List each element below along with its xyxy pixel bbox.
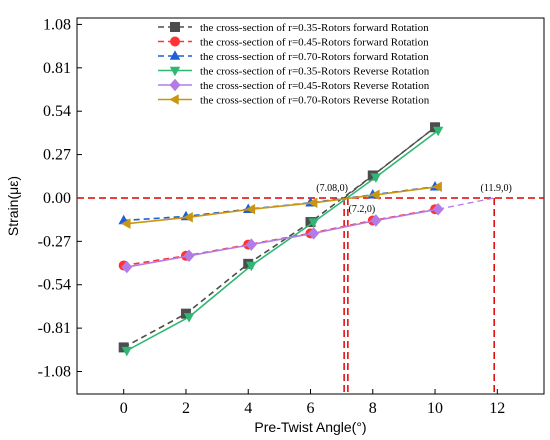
triangle-down-marker	[121, 346, 133, 357]
y-tick-label: -0.27	[38, 233, 71, 250]
series-4	[121, 126, 444, 357]
triangle-down-marker	[432, 126, 444, 137]
legend-item-3: the cross-section of r=0.70-Rotors forwa…	[158, 50, 429, 63]
annotation-layer: (7.08,0)(7.2,0) (11.9,0)	[316, 183, 512, 215]
series-line	[126, 208, 439, 268]
x-tick-label: 0	[120, 400, 128, 417]
extrapolation-line	[343, 126, 436, 199]
triangle-down-marker	[308, 218, 319, 228]
triangle-left-marker	[169, 94, 179, 105]
series-1	[118, 122, 441, 353]
legend-label: the cross-section of r=0.45-Rotors Rever…	[200, 80, 430, 92]
diamond-marker	[121, 260, 133, 274]
x-tick-label: 8	[369, 400, 377, 417]
y-tick-label: 0.81	[43, 60, 71, 77]
x-tick-label: 12	[489, 400, 505, 417]
legend-item-5: the cross-section of r=0.45-Rotors Rever…	[158, 78, 430, 92]
y-tick-label: -0.81	[38, 320, 71, 337]
triangle-down-marker	[183, 313, 195, 323]
x-tick-label: 6	[307, 400, 315, 417]
legend-item-1: the cross-section of r=0.35-Rotors forwa…	[158, 22, 429, 34]
legend-label: the cross-section of r=0.70-Rotors forwa…	[200, 51, 429, 63]
square-marker	[170, 22, 180, 32]
diamond-marker	[245, 238, 257, 251]
extrapolation-line	[438, 197, 495, 210]
y-tick-label: -1.08	[38, 364, 71, 381]
legend-item-2: the cross-section of r=0.45-Rotors forwa…	[158, 36, 429, 49]
diamond-marker	[370, 214, 382, 227]
x-tick-label: 2	[182, 400, 190, 417]
triangle-left-marker	[245, 203, 256, 215]
triangle-down-marker	[246, 261, 257, 272]
circle-marker	[170, 36, 180, 47]
series-line	[126, 129, 439, 352]
series-5	[121, 202, 444, 274]
triangle-down-marker	[370, 173, 382, 183]
zero-crossing-label: (7.08,0)	[316, 183, 348, 194]
diamond-marker	[308, 227, 320, 240]
legend-label: the cross-section of r=0.35-Rotors Rever…	[200, 66, 430, 78]
zero-crossing-label: (11.9,0)	[481, 183, 512, 194]
zero-crossing-label: (7.2,0)	[349, 204, 376, 215]
series-6	[121, 181, 442, 229]
triangle-up-marker	[169, 50, 181, 60]
legend-item-6: the cross-section of r=0.70-Rotors Rever…	[158, 94, 430, 107]
diamond-marker	[169, 78, 181, 92]
y-tick-label: 1.08	[43, 16, 71, 33]
triangle-down-marker	[169, 66, 181, 77]
diamond-marker	[183, 249, 195, 263]
legend-label: the cross-section of r=0.45-Rotors forwa…	[200, 37, 429, 49]
series-line	[123, 126, 436, 349]
series-line	[126, 185, 439, 225]
x-tick-label: 4	[244, 400, 252, 417]
triangle-left-marker	[183, 211, 193, 223]
x-tick-label: 10	[427, 400, 443, 417]
triangle-left-marker	[370, 189, 380, 201]
legend-label: the cross-section of r=0.35-Rotors forwa…	[200, 22, 429, 34]
legend-label: the cross-section of r=0.70-Rotors Rever…	[200, 95, 430, 107]
y-tick-label: 0.54	[43, 103, 71, 120]
series-line	[123, 185, 436, 222]
triangle-left-marker	[432, 181, 442, 192]
y-axis-title: Strain(με)	[5, 176, 21, 236]
triangle-left-marker	[307, 197, 318, 209]
y-tick-label: 0.00	[43, 190, 71, 207]
axis-ticks: 0 2 4 6 8 10 12 1.08 0.81 0.54 0.27 0.00 -0.27 -0.54 -…	[38, 16, 506, 417]
triangle-left-marker	[121, 218, 131, 229]
legend: the cross-section of r=0.35-Rotors forwa…	[158, 22, 430, 107]
legend-item-4: the cross-section of r=0.35-Rotors Rever…	[158, 66, 430, 78]
y-tick-label: 0.27	[43, 147, 71, 164]
diamond-marker	[432, 202, 444, 216]
y-tick-label: -0.54	[38, 277, 71, 294]
guide-lines	[77, 126, 544, 394]
series-layer	[118, 122, 444, 357]
x-axis-title: Pre-Twist Angle(°)	[254, 419, 366, 435]
